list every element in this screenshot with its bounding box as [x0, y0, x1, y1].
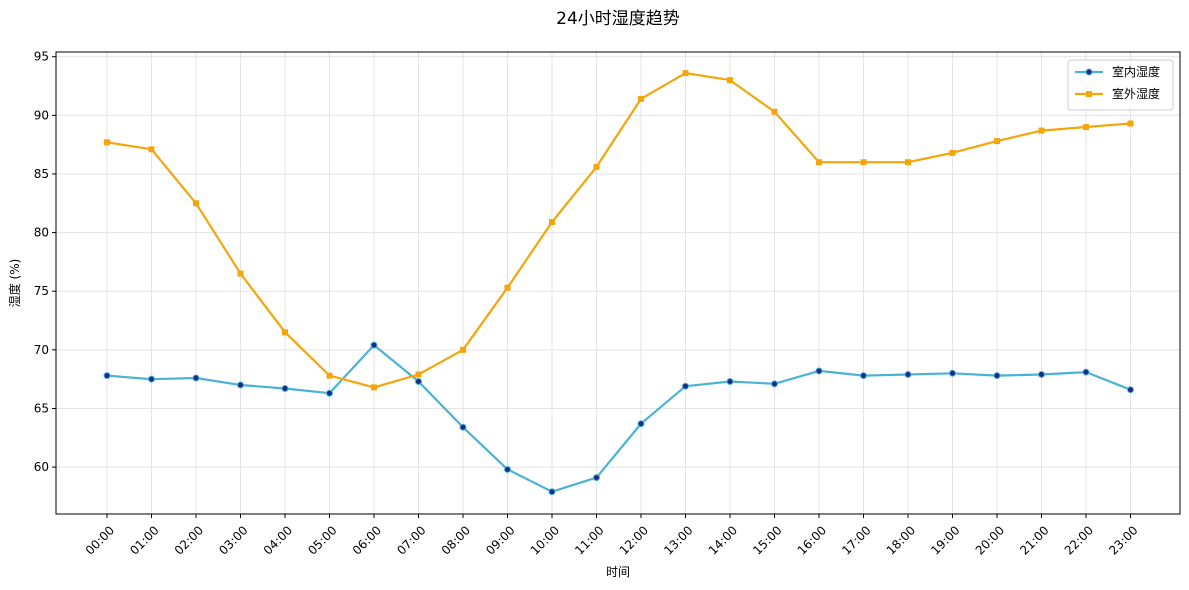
x-tick-label: 07:00 [394, 523, 428, 557]
data-point [949, 369, 956, 377]
data-point [727, 77, 733, 84]
x-tick-label: 04:00 [261, 523, 295, 557]
data-point [281, 385, 289, 393]
data-point [504, 465, 511, 473]
y-tick-label: 70 [34, 343, 49, 357]
x-tick-label: 21:00 [1017, 523, 1051, 557]
legend-marker-outdoor [1086, 91, 1092, 97]
x-tick-label: 05:00 [305, 523, 339, 557]
x-tick-label: 12:00 [617, 523, 651, 557]
data-point [1082, 368, 1090, 376]
data-point [1127, 120, 1134, 127]
y-tick-label: 90 [34, 108, 49, 122]
data-point [905, 159, 911, 166]
x-tick-label: 13:00 [661, 523, 695, 557]
data-point [949, 149, 956, 156]
y-tick-label: 60 [34, 460, 49, 474]
data-point [682, 70, 689, 77]
data-point [103, 372, 111, 380]
data-point [415, 371, 422, 378]
data-point [860, 159, 867, 166]
data-point [104, 139, 110, 146]
data-point [860, 372, 867, 380]
data-point [638, 95, 644, 102]
data-point [282, 329, 288, 336]
plot-area-frame [55, 51, 1181, 515]
data-point [726, 377, 734, 385]
data-point [370, 341, 378, 349]
x-tick-label: 09:00 [483, 523, 517, 557]
x-tick-label: 08:00 [439, 523, 473, 557]
chart-title: 24小时湿度趋势 [556, 9, 680, 29]
x-tick-label: 03:00 [216, 523, 250, 557]
x-tick-label: 02:00 [172, 523, 206, 557]
x-tick-label: 17:00 [839, 523, 873, 557]
y-tick-label: 75 [34, 284, 49, 298]
x-axis-title: 时间 [606, 565, 630, 579]
data-point [593, 163, 600, 170]
data-point [193, 200, 199, 207]
x-tick-label: 15:00 [750, 523, 784, 557]
data-point [1038, 370, 1045, 378]
legend-label-indoor: 室内湿度 [1112, 64, 1160, 79]
series-layer [103, 70, 1134, 496]
data-point [771, 108, 778, 115]
data-point [816, 159, 822, 166]
y-tick-label: 95 [34, 50, 49, 64]
data-point [994, 138, 1000, 145]
data-point [192, 374, 200, 382]
x-tick-label: 22:00 [1062, 523, 1096, 557]
x-tick-label: 19:00 [928, 523, 962, 557]
data-point [1083, 124, 1089, 131]
data-point [460, 346, 466, 353]
legend-label-outdoor: 室外湿度 [1112, 86, 1160, 101]
data-point [815, 367, 823, 375]
x-tick-label: 16:00 [795, 523, 829, 557]
data-point [637, 420, 645, 428]
data-point [148, 146, 155, 153]
data-point [237, 381, 244, 389]
series-line-0 [106, 344, 1131, 493]
y-axis: 60 65 70 75 80 85 90 95 [34, 50, 56, 474]
x-tick-label: 18:00 [884, 523, 918, 557]
data-point [148, 375, 155, 383]
grid-lines [56, 52, 1180, 514]
x-tick-label: 10:00 [528, 523, 562, 557]
data-point [1127, 386, 1134, 394]
data-point [504, 284, 511, 291]
data-point [415, 377, 422, 385]
y-tick-label: 85 [34, 167, 49, 181]
legend-marker-indoor [1085, 68, 1093, 76]
data-point [326, 372, 333, 379]
y-axis-title: 湿度 (%) [7, 259, 22, 308]
data-point [682, 382, 689, 390]
x-tick-label: 11:00 [572, 523, 606, 557]
x-tick-label: 06:00 [350, 523, 384, 557]
data-point [548, 488, 556, 496]
data-point [326, 389, 333, 397]
legend: 室内湿度 室外湿度 [1067, 59, 1174, 111]
y-tick-label: 80 [34, 226, 49, 240]
x-tick-label: 20:00 [973, 523, 1007, 557]
data-point [993, 372, 1001, 380]
data-point [771, 380, 778, 388]
data-point [593, 474, 600, 482]
series-line-1 [106, 71, 1131, 389]
y-tick-label: 65 [34, 401, 49, 415]
data-point [459, 423, 467, 431]
x-tick-label: 23:00 [1106, 523, 1140, 557]
data-point [371, 384, 377, 391]
x-tick-label: 00:00 [83, 523, 117, 557]
x-tick-label: 01:00 [127, 523, 161, 557]
data-point [549, 219, 555, 226]
data-point [904, 370, 912, 378]
x-tick-label: 14:00 [706, 523, 740, 557]
data-point [1038, 127, 1045, 134]
x-axis: 00:00 01:00 02:00 03:00 04:00 05:00 06:00 07:00… [83, 514, 1141, 558]
data-point [237, 270, 244, 277]
